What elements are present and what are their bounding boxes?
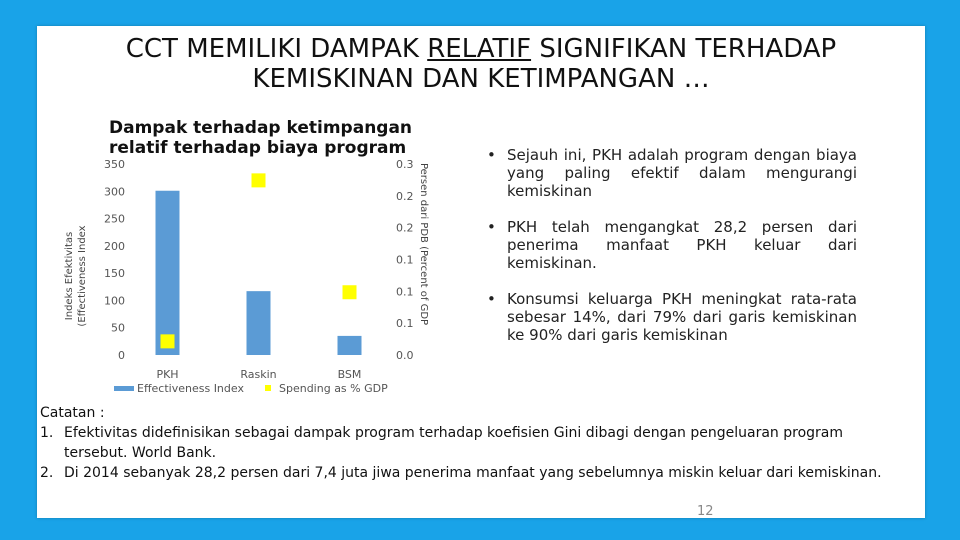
y-tick-label: 150 bbox=[104, 267, 125, 280]
y-tick-label: 50 bbox=[111, 322, 125, 335]
y-tick-label: 300 bbox=[104, 185, 125, 198]
y-axis-label: Indeks Efektivitas (Effectiveness Index bbox=[64, 225, 88, 326]
bar-bsm bbox=[337, 335, 362, 355]
category-label: Raskin bbox=[240, 368, 276, 381]
bullet-dot-icon: • bbox=[487, 218, 496, 236]
notes-heading: Catatan : bbox=[40, 405, 105, 421]
chart-title-line-2: relatif terhadap biaya program bbox=[109, 138, 407, 158]
legend-label: Effectiveness Index bbox=[137, 382, 244, 395]
category-label: PKH bbox=[156, 368, 178, 381]
bullet-text: Sejauh ini, PKH adalah program dengan bi… bbox=[507, 146, 857, 200]
y-tick-label: 200 bbox=[104, 240, 125, 253]
title-underlined: RELATIF bbox=[427, 34, 532, 64]
y-axis-ticks: 0 50 100 150 200 250 300 350 bbox=[104, 158, 125, 362]
marker-raskin bbox=[251, 173, 266, 188]
note-item: 1. Efektivitas didefinisikan sebagai damp… bbox=[40, 423, 900, 463]
note-text: Di 2014 sebanyak 28,2 persen dari 7,4 ju… bbox=[64, 465, 882, 481]
note-number: 2. bbox=[40, 465, 54, 481]
title-part-1: CCT MEMILIKI DAMPAK bbox=[125, 34, 428, 64]
y-tick-label: 0 bbox=[118, 349, 125, 362]
marker-bsm bbox=[342, 285, 357, 300]
category-label: BSM bbox=[338, 368, 362, 381]
y2-tick-label: 0.1 bbox=[396, 254, 414, 267]
bullet-dot-icon: • bbox=[487, 146, 496, 164]
y2-tick-label: 0.1 bbox=[396, 317, 414, 330]
y-axis-label-line-2: (Effectiveness Index bbox=[77, 225, 88, 326]
y2-axis-ticks: 0.0 0.1 0.1 0.1 0.2 0.2 0.3 bbox=[396, 158, 414, 362]
y2-axis-label: Persen dari PDB (Percent of GDP bbox=[418, 163, 429, 325]
bullet-text: Konsumsi keluarga PKH meningkat rata-rat… bbox=[507, 290, 857, 344]
bullet-item: • Sejauh ini, PKH adalah program dengan b… bbox=[487, 146, 857, 200]
y2-tick-label: 0.1 bbox=[396, 285, 414, 298]
note-text: Efektivitas didefinisikan sebagai dampak… bbox=[64, 425, 843, 461]
legend-label: Spending as % GDP bbox=[279, 382, 388, 395]
title-line-2: KEMISKINAN DAN KETIMPANGAN … bbox=[252, 64, 710, 94]
slide-title: CCT MEMILIKI DAMPAK RELATIF SIGNIFIKAN T… bbox=[37, 34, 925, 94]
legend-swatch-bar bbox=[114, 386, 134, 391]
chart-title-line-1: Dampak terhadap ketimpangan bbox=[109, 118, 413, 138]
y2-tick-label: 0.3 bbox=[396, 158, 414, 171]
bullet-item: • PKH telah mengangkat 28,2 persen dari p… bbox=[487, 218, 857, 272]
title-part-2: SIGNIFIKAN TERHADAP bbox=[531, 34, 837, 64]
bullet-item: • Konsumsi keluarga PKH meningkat rata-ra… bbox=[487, 290, 857, 344]
bars bbox=[155, 190, 362, 355]
bullet-text: PKH telah mengangkat 28,2 persen dari pe… bbox=[507, 218, 857, 272]
y-tick-label: 250 bbox=[104, 213, 125, 226]
y2-tick-label: 0.2 bbox=[396, 222, 414, 235]
category-labels: PKH Raskin BSM bbox=[156, 368, 361, 381]
legend-swatch-marker bbox=[265, 385, 271, 391]
slide: CCT MEMILIKI DAMPAK RELATIF SIGNIFIKAN T… bbox=[37, 26, 925, 519]
note-number: 1. bbox=[40, 425, 54, 441]
y-tick-label: 350 bbox=[104, 158, 125, 171]
y-axis-label-line-1: Indeks Efektivitas bbox=[64, 232, 75, 320]
bullet-list: • Sejauh ini, PKH adalah program dengan b… bbox=[487, 146, 857, 362]
bar-pkh bbox=[155, 190, 180, 355]
bar-raskin bbox=[246, 291, 271, 355]
marker-pkh bbox=[160, 334, 175, 349]
markers bbox=[160, 173, 357, 349]
y-tick-label: 100 bbox=[104, 294, 125, 307]
bullet-dot-icon: • bbox=[487, 290, 496, 308]
effectiveness-chart: Indeks Efektivitas (Effectiveness Index … bbox=[64, 158, 429, 395]
legend: Effectiveness Index Spending as % GDP bbox=[114, 382, 388, 395]
notes: Catatan : 1. Efektivitas didefinisikan se… bbox=[40, 403, 900, 483]
chart-title: Dampak terhadap ketimpangan relatif terh… bbox=[109, 118, 412, 158]
y2-tick-label: 0.0 bbox=[396, 349, 414, 362]
note-item: 2. Di 2014 sebanyak 28,2 persen dari 7,4 … bbox=[40, 463, 900, 483]
y2-tick-label: 0.2 bbox=[396, 190, 414, 203]
page-number: 12 bbox=[697, 504, 714, 519]
